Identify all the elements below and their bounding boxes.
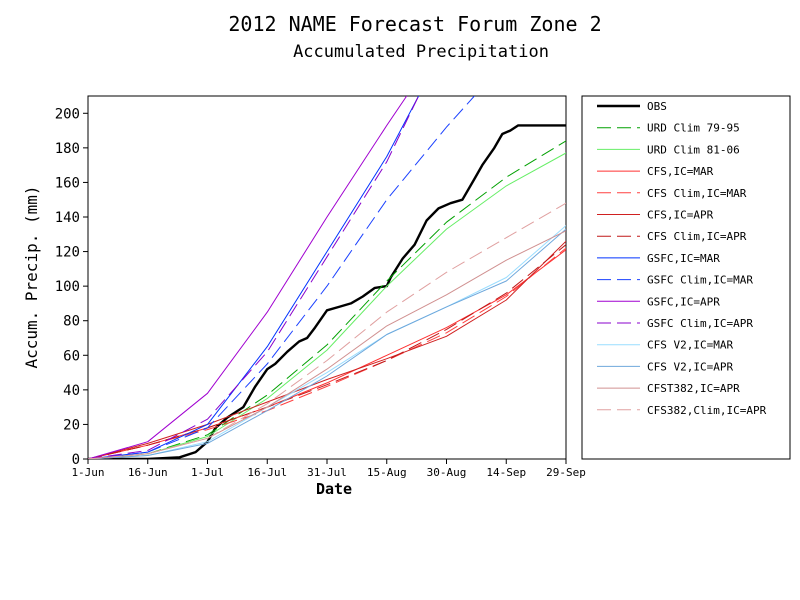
- series-line-12: [88, 228, 566, 459]
- series-line-5: [88, 240, 566, 459]
- x-tick-label: 1-Jul: [191, 466, 224, 479]
- legend-label: CFS382,Clim,IC=APR: [647, 404, 767, 417]
- y-tick-label: 40: [63, 383, 80, 399]
- y-tick-label: 20: [63, 417, 80, 433]
- series-line-10: [88, 96, 420, 459]
- y-tick-label: 80: [63, 314, 80, 330]
- x-tick-label: 16-Jun: [128, 466, 168, 479]
- y-axis-label: Accum. Precip. (mm): [22, 185, 41, 368]
- legend-label: URD Clim 79-95: [647, 122, 740, 135]
- plot-frame: [87, 95, 567, 460]
- x-tick-label: 30-Aug: [427, 466, 467, 479]
- x-tick-label: 1-Jun: [71, 466, 104, 479]
- legend-label: CFS,IC=APR: [647, 209, 714, 222]
- y-tick-label: 0: [72, 452, 80, 468]
- axes: 0 20 40 60 80 100 120 140 160 180 200 1-Jun 16-Jun 1-…: [55, 106, 586, 479]
- legend-label: URD Clim 81-06: [647, 143, 740, 156]
- plot-area: [87, 95, 567, 460]
- legend-label: CFS Clim,IC=MAR: [647, 187, 747, 200]
- series-line-2: [88, 152, 566, 459]
- legend-label: CFS V2,IC=APR: [647, 360, 733, 373]
- legend: OBS URD Clim 79-95 URD Clim 81-06 CFS,IC=MA…: [581, 95, 791, 460]
- legend-label: CFS Clim,IC=APR: [647, 230, 747, 243]
- x-axis-label: Date: [316, 480, 352, 498]
- legend-label: GSFC Clim,IC=APR: [647, 317, 753, 330]
- x-tick-label: 29-Sep: [546, 466, 586, 479]
- chart-title: 2012 NAME Forecast Forum Zone 2: [228, 12, 601, 36]
- legend-label: GSFC,IC=MAR: [647, 252, 720, 265]
- y-tick-label: 160: [55, 175, 80, 191]
- series-line-9: [88, 96, 408, 459]
- y-tick-label: 60: [63, 348, 80, 364]
- x-tick-label: 31-Jul: [307, 466, 347, 479]
- series-line-6: [88, 244, 566, 459]
- legend-label: GSFC Clim,IC=MAR: [647, 274, 753, 287]
- y-tick-label: 180: [55, 141, 80, 157]
- legend-label: CFS,IC=MAR: [647, 165, 714, 178]
- x-tick-label: 16-Jul: [247, 466, 287, 479]
- x-tick-label: 15-Aug: [367, 466, 407, 479]
- y-tick-label: 100: [55, 279, 80, 295]
- y-tick-label: 140: [55, 210, 80, 226]
- series-line-4: [88, 247, 566, 459]
- series-lines: [88, 96, 566, 459]
- legend-label: CFS V2,IC=MAR: [647, 339, 733, 352]
- series-line-7: [88, 96, 420, 459]
- series-line-14: [88, 202, 566, 459]
- legend-label: OBS: [647, 100, 667, 113]
- legend-box: [581, 95, 791, 460]
- legend-label: CFST382,IC=APR: [647, 382, 740, 395]
- y-tick-label: 200: [55, 106, 80, 122]
- series-line-0: [88, 124, 566, 459]
- x-tick-label: 14-Sep: [486, 466, 526, 479]
- series-line-8: [88, 96, 475, 459]
- series-line-11: [88, 225, 566, 459]
- series-line-3: [88, 249, 566, 459]
- series-line-1: [88, 140, 566, 459]
- legend-label: GSFC,IC=APR: [647, 295, 720, 308]
- y-tick-label: 120: [55, 245, 80, 261]
- chart-subtitle: Accumulated Precipitation: [293, 42, 549, 62]
